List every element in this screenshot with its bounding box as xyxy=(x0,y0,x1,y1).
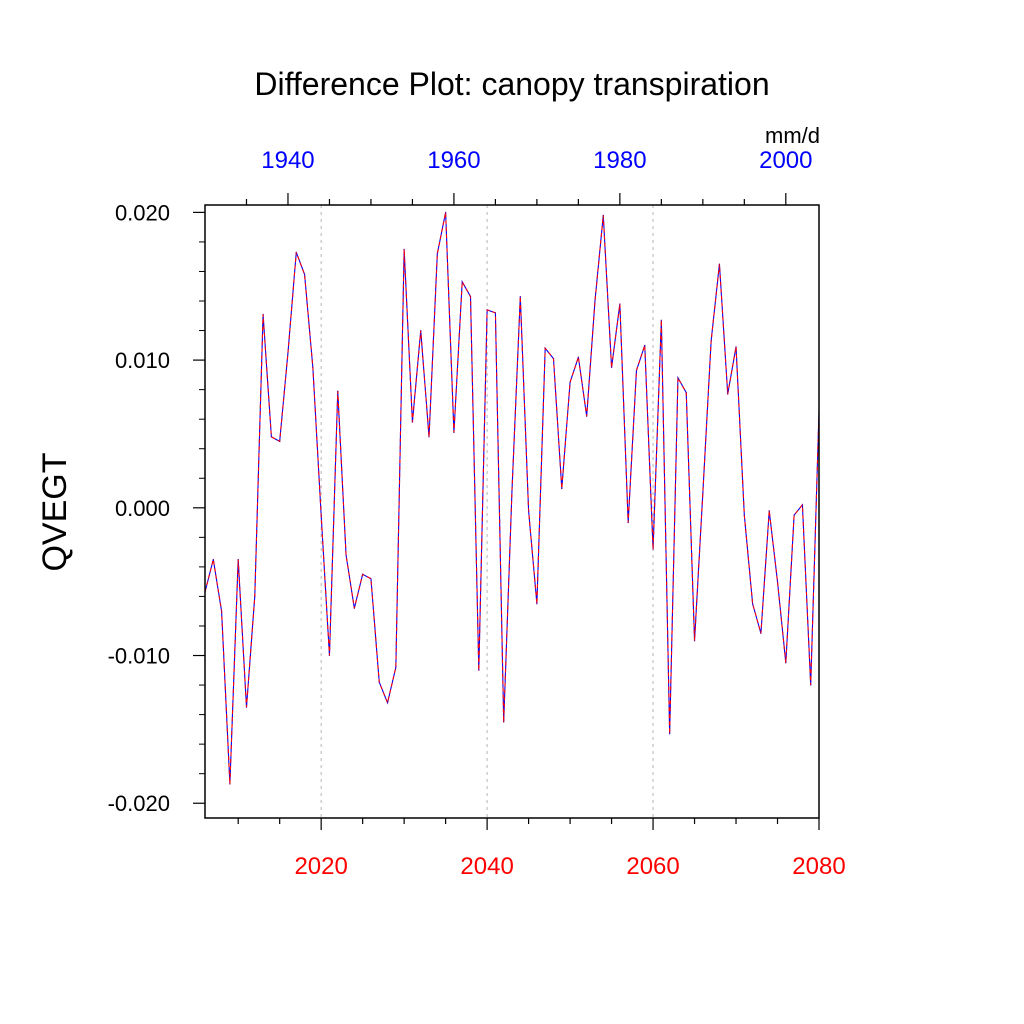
data-point xyxy=(212,558,214,561)
data-point xyxy=(486,309,488,311)
data-point xyxy=(353,607,355,609)
chart-title: Difference Plot: canopy transpiration xyxy=(254,66,769,102)
data-point xyxy=(312,366,314,369)
data-point xyxy=(395,666,397,668)
data-point xyxy=(469,295,472,298)
data-point xyxy=(569,381,571,383)
bottom-tick-label: 2080 xyxy=(792,853,845,880)
data-point xyxy=(461,281,463,283)
data-point xyxy=(677,377,679,379)
grid-lines xyxy=(320,205,654,818)
y-tick-label: -0.010 xyxy=(108,644,170,669)
data-point xyxy=(287,352,289,354)
data-point xyxy=(544,347,546,349)
data-point xyxy=(378,681,380,683)
data-point xyxy=(660,319,662,321)
data-point xyxy=(785,662,787,664)
data-point xyxy=(386,702,389,704)
data-point xyxy=(420,329,422,332)
data-point xyxy=(594,300,596,302)
y-tick-label: 0.020 xyxy=(115,200,170,225)
data-point xyxy=(262,313,264,315)
data-point xyxy=(453,431,455,434)
series-layer xyxy=(204,211,820,785)
data-point xyxy=(220,610,223,612)
data-point xyxy=(586,415,588,417)
data-point xyxy=(635,369,638,372)
data-point xyxy=(577,356,579,358)
bottom-tick-label: 2060 xyxy=(626,853,679,880)
y-tick-label: 0.000 xyxy=(115,496,170,521)
data-point xyxy=(619,303,621,305)
top-tick-label: 1960 xyxy=(427,147,480,174)
data-point xyxy=(752,603,754,605)
data-point xyxy=(403,248,405,250)
data-point xyxy=(669,733,671,735)
axis-ticks xyxy=(193,193,820,830)
data-point xyxy=(320,514,322,516)
data-point xyxy=(511,489,513,491)
data-point xyxy=(337,390,339,392)
data-point xyxy=(245,706,248,708)
data-point xyxy=(702,492,704,494)
tick-labels: 0.020 0.010 0.000 -0.010 -0.020 2020 2040 2060 2… xyxy=(108,147,846,880)
data-point xyxy=(279,440,281,442)
data-point xyxy=(370,578,372,580)
data-point xyxy=(644,344,646,346)
data-point xyxy=(536,603,538,605)
data-point xyxy=(610,366,613,369)
data-point xyxy=(810,684,812,686)
data-point xyxy=(328,654,331,657)
y-axis-label: QVEGT xyxy=(36,452,74,571)
top-tick-label: 1980 xyxy=(593,147,646,174)
data-point xyxy=(710,340,712,342)
data-point xyxy=(503,721,505,723)
data-point xyxy=(237,558,239,561)
data-point xyxy=(527,510,530,512)
data-point xyxy=(229,783,231,785)
data-point xyxy=(768,510,770,512)
data-point xyxy=(685,391,687,394)
data-point xyxy=(494,312,497,314)
data-point xyxy=(445,211,447,213)
data-point xyxy=(436,253,438,255)
data-point xyxy=(793,514,795,516)
data-point xyxy=(735,346,737,348)
data-point xyxy=(652,548,654,550)
series-line-solid xyxy=(204,212,820,785)
units-label: mm/d xyxy=(765,123,820,148)
plot-frame xyxy=(204,204,820,819)
data-point xyxy=(362,573,364,575)
data-point xyxy=(727,393,729,395)
data-point xyxy=(345,554,347,556)
y-tick-label: 0.010 xyxy=(115,348,170,373)
data-point xyxy=(627,521,629,524)
data-point xyxy=(561,488,563,490)
y-tick-label: -0.020 xyxy=(108,791,170,816)
data-point xyxy=(776,581,779,583)
bottom-tick-label: 2020 xyxy=(294,853,347,880)
data-point xyxy=(295,251,297,253)
data-point xyxy=(303,273,306,276)
data-point xyxy=(428,436,430,438)
data-point xyxy=(519,295,521,298)
bottom-tick-label: 2040 xyxy=(460,853,513,880)
data-point xyxy=(801,504,804,506)
data-point xyxy=(254,595,256,598)
data-point xyxy=(270,436,272,438)
data-point xyxy=(478,669,480,671)
data-point xyxy=(552,358,555,360)
data-point xyxy=(693,640,696,642)
data-point xyxy=(743,514,745,516)
top-tick-label: 1940 xyxy=(261,147,314,174)
top-tick-label: 2000 xyxy=(759,147,812,174)
data-point xyxy=(602,214,604,216)
data-point xyxy=(760,632,762,634)
data-point xyxy=(411,421,414,423)
data-point xyxy=(718,263,721,265)
